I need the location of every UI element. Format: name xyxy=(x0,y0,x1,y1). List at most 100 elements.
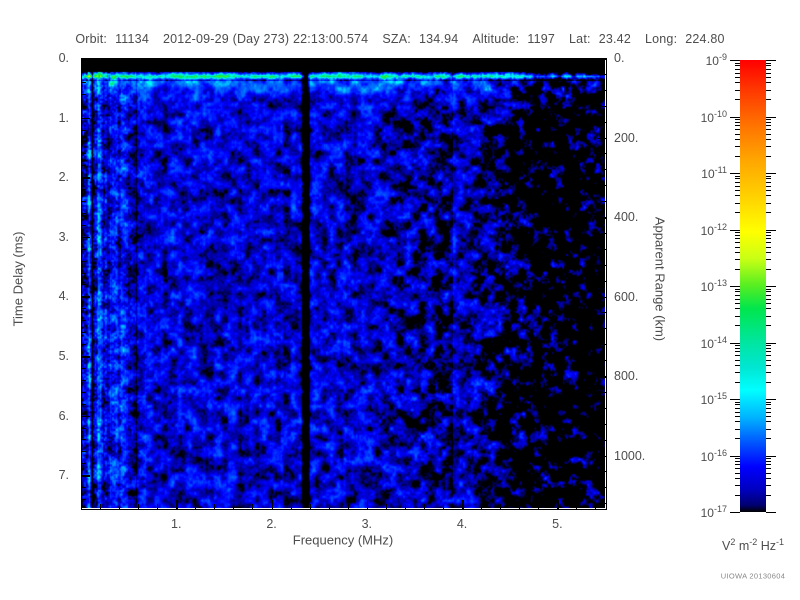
axis-tick-mark xyxy=(195,58,197,63)
colorbar-minor-tick xyxy=(766,407,771,409)
colorbar-tick-mark xyxy=(730,116,740,118)
y-axis-left-tick-label: 2. xyxy=(58,170,69,185)
colorbar-tick-mark xyxy=(766,286,776,287)
colorbar-minor-tick xyxy=(735,175,740,177)
colorbar-minor-tick xyxy=(766,494,771,496)
y-axis-left-tick-label: 5. xyxy=(58,349,69,363)
colorbar-minor-tick xyxy=(766,72,771,74)
colorbar-minor-tick xyxy=(766,411,771,413)
axis-tick-mark xyxy=(601,423,606,425)
y-axis-right-tick-label: 0. xyxy=(614,51,625,65)
axis-tick-mark xyxy=(214,58,216,63)
colorbar-minor-tick xyxy=(766,121,771,123)
colorbar-minor-tick xyxy=(735,190,740,191)
colorbar-minor-tick xyxy=(735,364,740,366)
x-axis-tick-label: 4. xyxy=(456,517,468,531)
axis-tick-mark xyxy=(81,58,82,63)
axis-tick-mark xyxy=(328,504,330,509)
colorbar-minor-tick xyxy=(766,259,771,261)
spectrogram-image xyxy=(81,58,605,508)
axis-tick-mark xyxy=(81,475,86,477)
colorbar-tick-label: 10-15 xyxy=(700,391,727,407)
colorbar-minor-tick xyxy=(766,347,771,349)
colorbar-minor-tick xyxy=(735,381,740,383)
altitude-label: Altitude: xyxy=(472,32,520,46)
axis-tick-mark xyxy=(81,69,86,71)
y-axis-left-tick-label: 4. xyxy=(58,289,69,304)
colorbar-minor-tick xyxy=(766,298,771,300)
colorbar-minor-tick xyxy=(735,72,740,74)
axis-tick-mark xyxy=(601,455,606,457)
colorbar-tick-mark xyxy=(730,229,740,231)
colorbar-minor-tick xyxy=(735,351,740,353)
colorbar-minor-tick xyxy=(766,146,771,148)
axis-tick-mark xyxy=(81,284,86,286)
colorbar-minor-tick xyxy=(766,351,771,353)
axis-tick-mark xyxy=(81,379,86,381)
colorbar-minor-tick xyxy=(735,291,740,293)
colorbar-minor-tick xyxy=(766,428,771,430)
colorbar-minor-tick xyxy=(735,62,740,64)
y-axis-right-tick-label: 400. xyxy=(614,210,639,224)
colorbar-minor-tick xyxy=(766,129,771,131)
colorbar-minor-tick xyxy=(766,246,771,248)
colorbar-tick-label: 10-14 xyxy=(700,334,727,351)
axis-tick-mark xyxy=(595,504,597,509)
axis-tick-mark xyxy=(81,58,86,59)
colorbar-minor-tick xyxy=(766,99,771,101)
axis-tick-mark xyxy=(601,217,606,218)
axis-tick-mark xyxy=(601,73,606,75)
axis-tick-mark xyxy=(423,504,425,509)
axis-tick-mark xyxy=(81,367,86,369)
axis-tick-mark xyxy=(100,504,102,509)
axis-tick-mark xyxy=(81,320,86,322)
axis-tick-mark xyxy=(601,407,606,409)
axis-tick-mark xyxy=(423,58,425,63)
axis-tick-mark xyxy=(366,58,368,63)
colorbar-tick-mark xyxy=(766,116,776,118)
axis-tick-mark xyxy=(601,185,606,187)
y-axis-left-tick-label: 1. xyxy=(58,110,69,125)
axis-tick-mark xyxy=(81,129,86,131)
colorbar-minor-tick xyxy=(735,421,740,423)
colorbar-minor-tick xyxy=(735,347,740,349)
colorbar-tick-mark xyxy=(730,512,740,513)
colorbar-minor-tick xyxy=(735,178,740,180)
axis-tick-mark xyxy=(601,105,606,107)
observation-datetime: 2012-09-29 (Day 273) 22:13:00.574 xyxy=(162,32,369,46)
colorbar-minor-tick xyxy=(735,133,740,135)
colorbar-minor-tick xyxy=(766,468,771,470)
colorbar-tick-label: 10-11 xyxy=(701,165,727,181)
colorbar-tick-mark xyxy=(730,342,740,344)
colorbar-minor-tick xyxy=(735,138,740,140)
colorbar-minor-tick xyxy=(766,212,771,214)
colorbar-minor-tick xyxy=(766,62,771,64)
y-axis-right-tick-label: 1000. xyxy=(614,448,646,463)
colorbar-minor-tick xyxy=(735,298,740,300)
colorbar-minor-tick xyxy=(766,294,771,296)
colorbar-tick-mark xyxy=(766,173,776,174)
y-axis-left-tick-label: 7. xyxy=(58,468,69,483)
colorbar-minor-tick xyxy=(735,129,740,131)
x-axis-tick-label: 1. xyxy=(171,517,182,531)
orbit-value: 11134 xyxy=(115,32,149,46)
colorbar-minor-tick xyxy=(766,185,771,187)
colorbar-minor-tick xyxy=(766,460,771,462)
axis-tick-mark xyxy=(176,58,178,63)
axis-tick-mark xyxy=(252,58,254,63)
axis-tick-mark xyxy=(81,105,86,107)
colorbar-minor-tick xyxy=(735,288,740,290)
colorbar-minor-tick xyxy=(735,428,740,430)
colorbar-minor-tick xyxy=(766,458,771,460)
colorbar-minor-tick xyxy=(766,68,771,70)
colorbar-minor-tick xyxy=(735,345,740,347)
colorbar-minor-tick xyxy=(766,178,771,180)
colorbar-minor-tick xyxy=(735,494,740,496)
orbit-label: Orbit: xyxy=(75,32,108,46)
unit-hz-exp: -1 xyxy=(776,536,785,547)
colorbar-minor-tick xyxy=(766,359,771,361)
colorbar-tick-mark xyxy=(730,455,740,457)
colorbar-minor-tick xyxy=(766,404,771,406)
axis-tick-mark xyxy=(462,504,464,509)
colorbar-minor-tick xyxy=(735,232,740,234)
